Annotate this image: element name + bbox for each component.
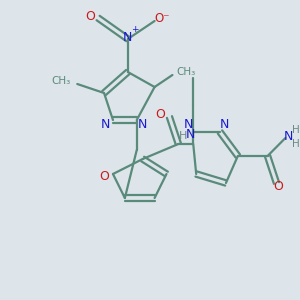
Text: H: H: [292, 139, 300, 149]
Text: O: O: [273, 179, 283, 193]
Text: O: O: [86, 10, 96, 23]
Text: CH₃: CH₃: [51, 76, 70, 86]
Text: N: N: [186, 128, 195, 142]
Text: N: N: [184, 118, 194, 131]
Text: O⁻: O⁻: [154, 11, 170, 25]
Text: O: O: [156, 107, 166, 121]
Text: N: N: [138, 118, 147, 131]
Text: N: N: [123, 31, 133, 44]
Text: +: +: [131, 26, 139, 34]
Text: H: H: [178, 130, 187, 141]
Text: N: N: [220, 118, 229, 131]
Text: N: N: [284, 130, 293, 143]
Text: N: N: [101, 118, 110, 131]
Text: O: O: [99, 170, 109, 184]
Text: CH₃: CH₃: [176, 67, 195, 77]
Text: H: H: [292, 124, 300, 135]
